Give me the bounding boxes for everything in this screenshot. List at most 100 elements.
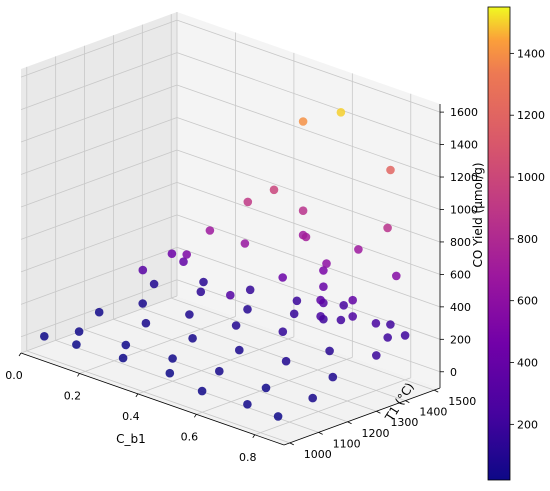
data-point [118,353,128,363]
left-pane [21,12,177,353]
y-tick-label: 1400 [419,406,447,419]
data-point [74,327,84,336]
x-tick-mark [135,393,139,398]
colorbar-tick-label: 1400 [517,47,545,60]
data-point [278,327,288,337]
data-point [371,319,381,328]
y-tick-mark [434,389,439,393]
data-point [94,307,104,317]
grid-line [176,84,441,178]
x-tick-mark [77,373,80,377]
y-tick-label: 1100 [333,437,361,450]
data-point [392,271,401,281]
z-axis-label: CO Yield (μmol/g) [471,162,485,267]
colorbar-tick-label: 200 [517,418,538,431]
data-point [298,206,308,215]
x-tick-mark [252,434,256,438]
colorbar-tick-label: 600 [517,295,538,308]
data-point [336,108,346,117]
data-point [336,315,346,325]
y-tick-label: 1000 [304,448,332,461]
grid-line [176,182,441,275]
data-point [348,295,358,305]
data-point [72,340,81,349]
x-axis-line [20,352,285,446]
data-point [168,354,177,363]
data-point [269,185,279,195]
data-point [372,351,381,360]
grid-line [20,52,178,110]
x-tick-label: 0.6 [181,430,199,443]
x-tick-mark [18,352,22,357]
y-tick-mark [376,410,381,414]
data-point [179,257,188,267]
data-point [141,318,151,328]
z-tick-label: 800 [450,236,471,249]
grid-line [79,316,236,374]
data-point [138,299,147,308]
colorbar-tick-label: 1200 [517,109,545,122]
x-tick-label: 0.0 [5,369,23,382]
data-point [400,331,410,340]
data-point [245,285,255,295]
data-point [231,321,241,330]
axis-edges [20,104,441,446]
data-point [182,250,191,259]
floor-pane [21,296,440,445]
data-point [292,296,302,306]
grid-line [171,297,435,391]
data-point [215,366,224,376]
data-point [339,301,349,310]
grid-line [113,318,377,412]
data-point [383,333,393,342]
grid-line [196,356,353,415]
grid-lines [20,12,441,444]
grid-line [20,149,178,208]
grid-line [20,214,178,273]
data-point [243,305,252,314]
data-point [273,412,283,421]
grid-line [20,182,178,240]
y-tick-mark [405,400,410,404]
grid-line [20,19,178,78]
data-point [319,282,328,292]
data-points [40,108,410,421]
z-tick-label: 400 [450,301,471,314]
data-point [325,346,334,356]
data-point [197,386,207,396]
colorbar-gradient [487,6,511,481]
data-point [348,312,358,321]
grid-line [142,308,406,402]
x-tick-label: 0.2 [64,389,82,402]
colorbar: 200 400 600 800 1000 1200 1400 [487,6,545,481]
data-point [243,197,253,207]
data-point [205,226,215,235]
grid-line [20,117,178,175]
data-point [278,273,288,282]
data-point [301,232,311,242]
data-point [383,223,392,233]
grid-line [26,350,290,444]
data-point [165,368,175,378]
data-point [40,332,49,341]
x-axis-label: C_b1 [116,432,146,446]
y-tick-mark [318,431,323,435]
grid-line [176,214,441,308]
x-tick-label: 0.8 [239,451,257,464]
data-point [121,340,131,350]
x-tick-mark [194,414,197,418]
data-point [322,259,331,268]
colorbar-tick-label: 400 [517,357,538,370]
data-point [226,290,235,300]
z-tick-label: 600 [450,268,471,281]
data-point [319,266,328,275]
grid-line [176,117,441,210]
data-point [328,372,338,382]
axis-panes [21,12,440,445]
colorbar-tick-label: 800 [517,233,538,246]
data-point [308,393,318,403]
data-point [281,356,291,366]
data-point [240,239,250,248]
grid-line [176,149,441,243]
grid-line [137,336,295,395]
